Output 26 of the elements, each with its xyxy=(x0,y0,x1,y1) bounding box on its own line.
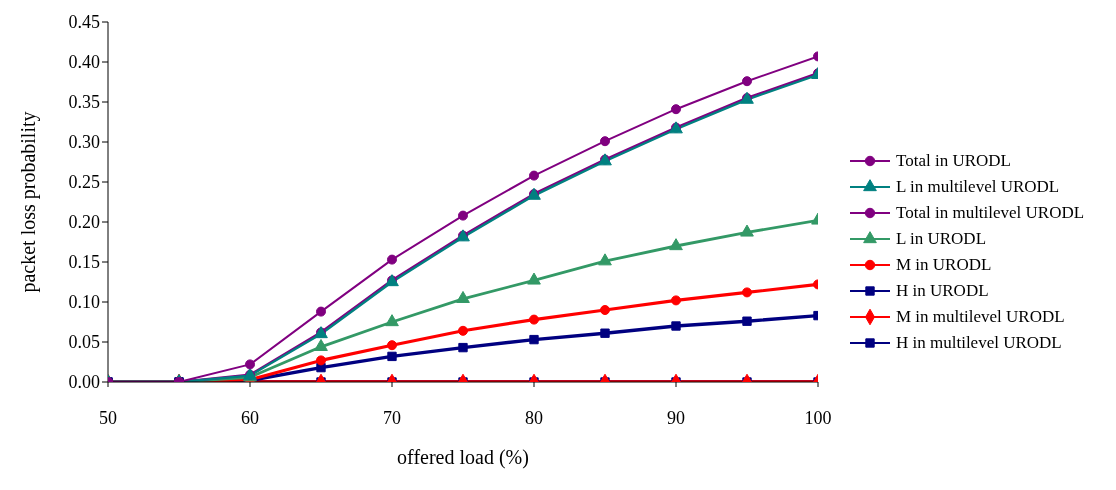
y-tick-label: 0.45 xyxy=(68,12,100,33)
legend-label: M in multilevel URODL xyxy=(896,306,1065,328)
y-tick-label: 0.35 xyxy=(68,92,100,113)
x-tick-label: 100 xyxy=(804,407,832,428)
y-tick-label: 0.10 xyxy=(68,292,100,313)
y-tick-label: 0.25 xyxy=(68,172,100,193)
y-axis-title: packet loss probability xyxy=(17,111,41,293)
y-tick-label: 0.05 xyxy=(68,332,100,353)
legend-label: L in URODL xyxy=(896,228,987,250)
legend-label: Total in URODL xyxy=(896,150,1011,172)
y-tick-label: 0.20 xyxy=(68,212,100,233)
legend-label: M in URODL xyxy=(896,254,992,276)
y-tick-label: 0.00 xyxy=(68,372,100,393)
y-tick-label: 0.15 xyxy=(68,252,100,273)
y-tick-label: 0.40 xyxy=(68,52,100,73)
x-tick-label: 60 xyxy=(241,407,259,428)
x-tick-label: 90 xyxy=(667,407,685,428)
x-tick-label: 70 xyxy=(383,407,401,428)
x-axis-title: offered load (%) xyxy=(397,446,529,469)
y-tick-label: 0.30 xyxy=(68,132,100,153)
legend-label: Total in multilevel URODL xyxy=(896,202,1085,224)
x-tick-label: 50 xyxy=(99,407,117,428)
legend-label: L in multilevel URODL xyxy=(896,176,1060,198)
legend-label: H in URODL xyxy=(896,280,989,302)
legend-label: H in multilevel URODL xyxy=(896,332,1062,354)
x-tick-label: 80 xyxy=(525,407,543,428)
